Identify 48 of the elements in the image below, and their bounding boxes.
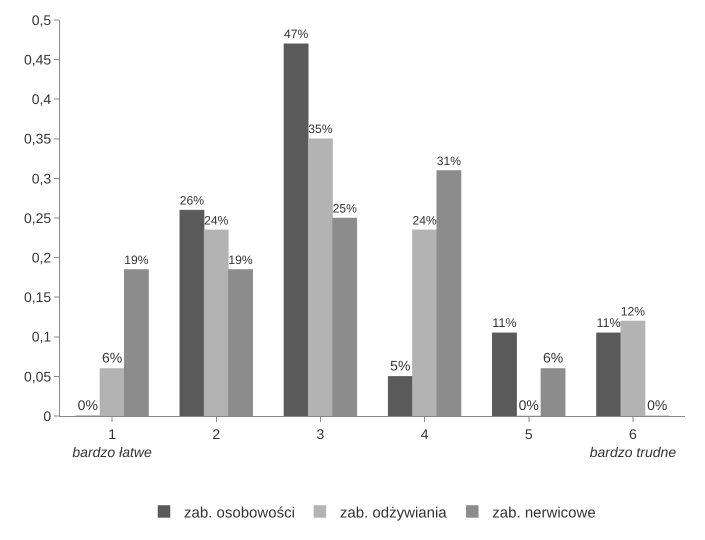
- data-label: 47%: [284, 27, 308, 42]
- x-tick-label: 6 bardzo trudne: [590, 426, 676, 460]
- y-tick-label: 0,2: [32, 250, 52, 266]
- data-label: 24%: [204, 213, 229, 228]
- data-label: 5%: [390, 357, 410, 374]
- bar: [100, 368, 124, 416]
- data-label: 19%: [228, 252, 253, 267]
- y-tick-label: 0,15: [24, 289, 52, 306]
- legend-label: zab. odżywiania: [340, 504, 448, 522]
- data-label: 0%: [518, 397, 539, 413]
- data-label: 6%: [542, 349, 564, 366]
- y-tick-label: 0,5: [32, 12, 52, 28]
- bar: [284, 44, 309, 416]
- y-tick-label: 0,35: [24, 130, 52, 147]
- data-label: 26%: [180, 193, 204, 208]
- y-tick-label: 0: [43, 408, 52, 424]
- y-tick-label: 0,4: [32, 91, 52, 108]
- x-tick-label: 1 bardzo łatwe: [72, 426, 152, 460]
- bar: [204, 230, 229, 416]
- data-label: 24%: [412, 213, 437, 228]
- data-label: 11%: [596, 316, 621, 330]
- x-tick-label: 4: [420, 426, 429, 442]
- data-label: 19%: [124, 252, 149, 267]
- bar: [492, 332, 517, 416]
- data-label: 31%: [436, 154, 462, 168]
- data-label: 0%: [78, 397, 98, 413]
- bar: [412, 230, 437, 416]
- data-label: 11%: [492, 316, 517, 330]
- bar: [388, 376, 413, 416]
- y-tick-label: 0,3: [32, 170, 52, 186]
- bar: [596, 332, 622, 416]
- y-tick-label: 0,05: [24, 368, 52, 384]
- x-tick-label: 2: [212, 426, 220, 442]
- legend-label: zab. nerwicowe: [492, 504, 596, 522]
- data-label: 0%: [647, 397, 668, 413]
- bar: [620, 320, 646, 416]
- legend-label: zab. osobowości: [184, 504, 295, 522]
- y-tick-label: 0,25: [24, 210, 52, 226]
- y-tick-label: 0,1: [32, 328, 52, 345]
- bar: [308, 138, 333, 416]
- data-label: 25%: [332, 201, 358, 216]
- data-label: 35%: [308, 122, 333, 136]
- data-label: 12%: [620, 304, 646, 318]
- x-tick-label: 3: [316, 426, 325, 442]
- bar: [180, 210, 204, 416]
- y-tick-label: 0,45: [24, 52, 52, 68]
- data-label: 6%: [102, 349, 122, 366]
- x-tick-label: 5: [524, 426, 533, 442]
